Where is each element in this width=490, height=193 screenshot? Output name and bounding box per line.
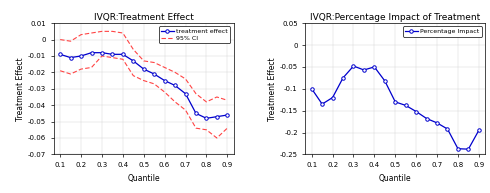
treatment effect (78, 55, 84, 57)
treatment effect (214, 115, 220, 118)
Line: treatment effect: treatment effect (58, 51, 229, 120)
treatment effect (57, 53, 63, 56)
Percentage Impact (382, 80, 388, 82)
treatment effect (193, 112, 199, 114)
Y-axis label: Treatment Effect: Treatment Effect (268, 57, 277, 121)
Percentage Impact (413, 110, 419, 113)
Percentage Impact (403, 104, 409, 107)
X-axis label: Quantile: Quantile (127, 174, 160, 183)
Legend: Percentage Impact: Percentage Impact (403, 26, 482, 37)
treatment effect (141, 68, 147, 70)
treatment effect (130, 60, 136, 62)
treatment effect (172, 84, 178, 87)
treatment effect (183, 92, 189, 95)
treatment effect (99, 52, 105, 54)
treatment effect (224, 114, 230, 116)
treatment effect (162, 79, 168, 82)
Percentage Impact (350, 65, 356, 67)
Percentage Impact (340, 77, 346, 79)
Percentage Impact (476, 129, 482, 131)
Percentage Impact (392, 101, 398, 103)
Title: IVQR:Treatment Effect: IVQR:Treatment Effect (94, 13, 194, 22)
treatment effect (109, 53, 115, 56)
Line: Percentage Impact: Percentage Impact (310, 64, 481, 151)
Percentage Impact (361, 69, 367, 71)
Percentage Impact (455, 148, 461, 150)
treatment effect (89, 52, 95, 54)
X-axis label: Quantile: Quantile (379, 174, 412, 183)
Percentage Impact (466, 148, 471, 150)
Percentage Impact (424, 117, 430, 120)
Legend: treatment effect, 95% CI: treatment effect, 95% CI (159, 26, 230, 43)
Percentage Impact (444, 128, 450, 130)
treatment effect (151, 73, 157, 75)
Y-axis label: Treatment Effect: Treatment Effect (16, 57, 25, 121)
Title: IVQR:Percentage Impact of Treatment: IVQR:Percentage Impact of Treatment (310, 13, 480, 22)
treatment effect (203, 117, 209, 119)
Percentage Impact (319, 103, 325, 105)
treatment effect (68, 56, 74, 59)
Percentage Impact (371, 66, 377, 68)
Percentage Impact (434, 122, 440, 124)
treatment effect (120, 53, 126, 56)
Percentage Impact (309, 88, 315, 90)
Percentage Impact (330, 96, 336, 99)
